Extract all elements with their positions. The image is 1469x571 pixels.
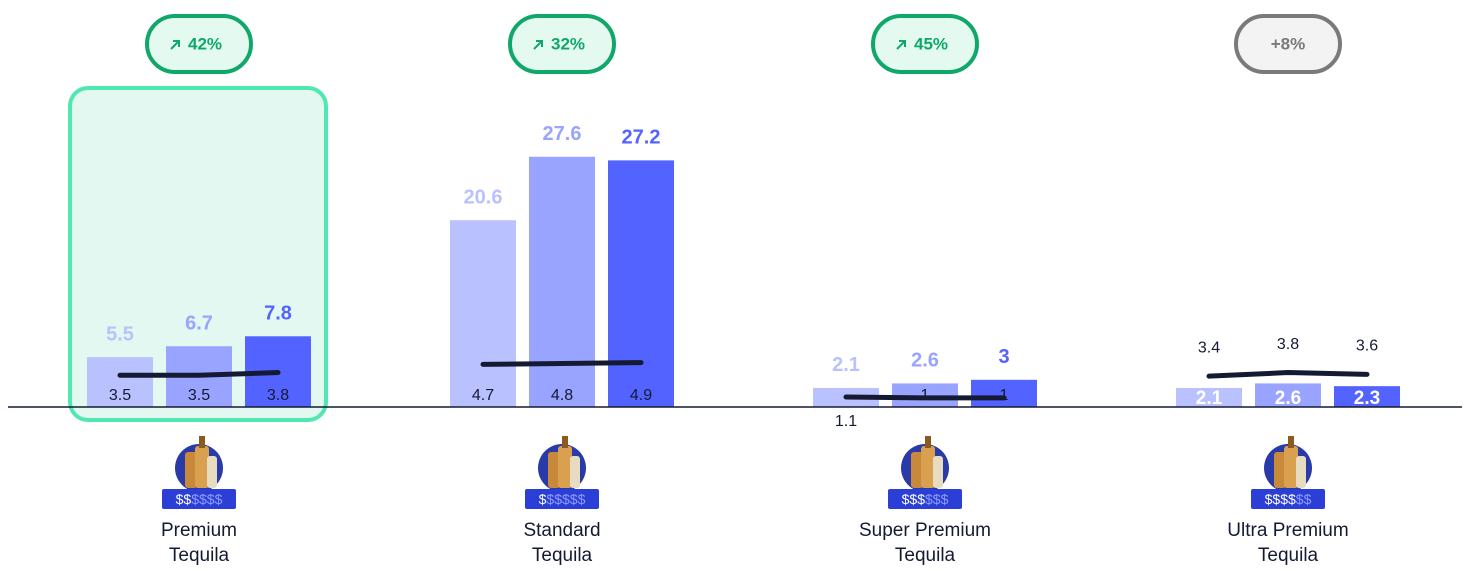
- value-label: 27.6: [543, 123, 582, 145]
- line-label: 3.4: [1198, 339, 1220, 356]
- value-label: 7.8: [264, 303, 292, 325]
- category-label: Ultra Premium: [1227, 520, 1348, 541]
- product-icon-bottle: [933, 456, 943, 488]
- category-label: Standard: [523, 520, 600, 541]
- category-label: Tequila: [169, 545, 230, 566]
- value-label: 3: [998, 346, 1009, 368]
- category-label: Premium: [161, 520, 237, 541]
- line-label: 4.8: [551, 387, 573, 404]
- value-label: 2.6: [911, 350, 939, 372]
- chart: 5.5 6.7 7.8 3.5 3.5 3.8 42% $$$$$$ Premium Tequil…: [0, 0, 1469, 571]
- line-label: 3.5: [188, 387, 210, 404]
- value-label: 2.3: [1354, 388, 1380, 409]
- value-label: 20.6: [464, 187, 503, 209]
- product-icon-bottle: [570, 456, 580, 488]
- price-tier: $$$$$$: [1265, 491, 1312, 507]
- price-tier: $$$$$$: [539, 491, 586, 507]
- product-icon-bottle: [1296, 456, 1306, 488]
- category-label: Tequila: [532, 545, 593, 566]
- product-icon-bottle: [207, 456, 217, 488]
- product-icon-bottle: [1284, 446, 1298, 488]
- product-icon-bottle: [195, 446, 209, 488]
- line-label: 1: [1000, 387, 1009, 404]
- bar: [608, 160, 674, 407]
- line-label: 3.5: [109, 387, 131, 404]
- bar: [450, 220, 516, 407]
- product-icon-bottle: [921, 446, 935, 488]
- value-label: 5.5: [106, 323, 134, 345]
- line-label: 3.6: [1356, 338, 1378, 355]
- growth-label: 42%: [188, 34, 222, 53]
- value-label: 27.2: [622, 127, 661, 149]
- line-label: 1: [921, 387, 930, 404]
- value-label: 2.1: [832, 354, 860, 376]
- growth-label: 32%: [551, 34, 585, 53]
- price-tier: $$$$$$: [176, 491, 223, 507]
- bar: [529, 157, 595, 407]
- category-label: Tequila: [1258, 545, 1319, 566]
- line-label: 3.8: [267, 387, 289, 404]
- product-icon-neck: [925, 436, 931, 448]
- trend-line: [120, 373, 278, 376]
- product-icon-neck: [199, 436, 205, 448]
- line-label: 3.8: [1277, 336, 1299, 353]
- category-label: Tequila: [895, 545, 956, 566]
- trend-line: [1209, 373, 1367, 377]
- line-label: 1.1: [835, 413, 857, 430]
- product-icon-neck: [1288, 436, 1294, 448]
- price-tier: $$$$$$: [902, 491, 949, 507]
- product-icon-bottle: [558, 446, 572, 488]
- product-icon-neck: [562, 436, 568, 448]
- value-label: 2.6: [1275, 388, 1301, 409]
- category-label: Super Premium: [859, 520, 991, 541]
- value-label: 6.7: [185, 313, 213, 335]
- line-label: 4.9: [630, 387, 652, 404]
- value-label: 2.1: [1196, 388, 1223, 409]
- trend-line: [483, 363, 641, 365]
- growth-label: 45%: [914, 34, 948, 53]
- line-label: 4.7: [472, 387, 494, 404]
- growth-label: +8%: [1271, 34, 1306, 53]
